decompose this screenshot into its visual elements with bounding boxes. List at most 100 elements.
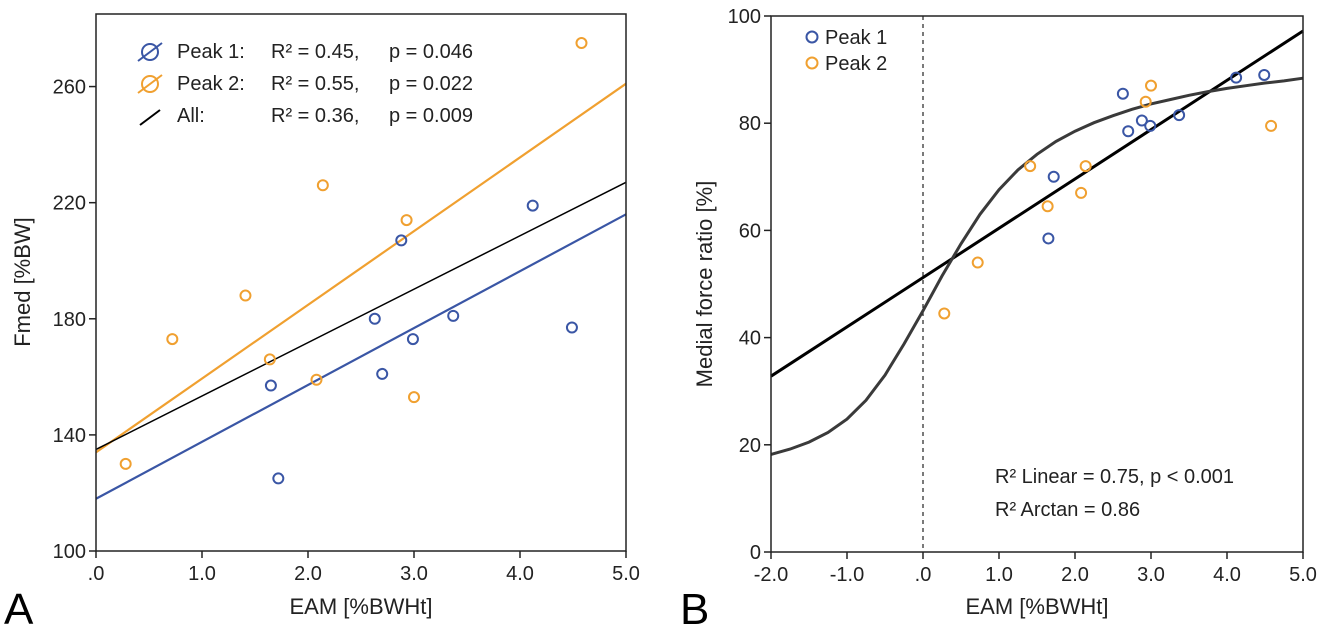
point-peak-2 bbox=[1139, 95, 1152, 108]
y-tick-label: 60 bbox=[739, 220, 761, 242]
point-peak-2 bbox=[408, 391, 420, 404]
point-peak-1 bbox=[1135, 114, 1148, 127]
point-peak-2 bbox=[1041, 200, 1054, 213]
x-tick-label: 2.0 bbox=[294, 563, 322, 585]
point-peak-1 bbox=[447, 309, 460, 322]
fit-line-peak-1 bbox=[95, 213, 627, 500]
y-tick-label: 0 bbox=[750, 542, 761, 564]
point-peak-1 bbox=[1122, 125, 1135, 138]
point-peak-2 bbox=[971, 256, 984, 269]
x-tick-label: 5.0 bbox=[1289, 564, 1317, 586]
legend-marker-peak1 bbox=[805, 30, 819, 44]
x-tick-label: -1.0 bbox=[830, 564, 864, 586]
point-peak-2 bbox=[316, 179, 329, 192]
point-peak-2 bbox=[166, 333, 179, 346]
fit-line-peak-2 bbox=[95, 82, 627, 454]
point-peak-2 bbox=[239, 289, 252, 302]
point-peak-2 bbox=[119, 457, 132, 470]
x-axis-label: EAM [%BWHt] bbox=[965, 594, 1108, 619]
legend-marker-circle bbox=[805, 56, 819, 70]
point-peak-1 bbox=[376, 367, 389, 380]
y-axis-label: Medial force ratio [%] bbox=[692, 181, 717, 388]
y-tick-label: 180 bbox=[53, 309, 86, 331]
panel-b: -2.0 -1.0 .0 1.0 2.0 3.0 4.0 5.0 0 20 40 60 80 100 E… bbox=[680, 6, 1317, 629]
x-tick-label: .0 bbox=[915, 564, 932, 586]
legend-name: Peak 1 bbox=[825, 27, 887, 49]
legend-r2: R² = 0.55, bbox=[271, 73, 359, 95]
plot-frame bbox=[95, 13, 627, 552]
x-axis-label: EAM [%BWHt] bbox=[289, 594, 432, 619]
legend-p: p = 0.022 bbox=[389, 73, 473, 95]
panel-label: B bbox=[680, 585, 709, 629]
point-peak-1 bbox=[264, 379, 277, 392]
y-tick-label: 80 bbox=[739, 113, 761, 135]
point-peak-1 bbox=[1047, 170, 1060, 183]
point-peak-2 bbox=[575, 37, 588, 50]
fit-line-linear bbox=[770, 29, 1304, 378]
point-peak-2 bbox=[400, 214, 413, 227]
y-tick-label: 100 bbox=[728, 6, 761, 28]
plot-frame bbox=[770, 15, 1304, 553]
legend-r2: R² = 0.45, bbox=[271, 41, 359, 63]
y-tick-label: 140 bbox=[53, 425, 86, 447]
x-tick-label: 3.0 bbox=[400, 563, 428, 585]
y-tick-label: 20 bbox=[739, 435, 761, 457]
annotation-linear-r2: R² Linear = 0.75, p < 0.001 bbox=[995, 466, 1234, 488]
x-axis-ticks: -2.0 -1.0 .0 1.0 2.0 3.0 4.0 5.0 bbox=[754, 552, 1317, 586]
point-peak-1 bbox=[1116, 87, 1129, 100]
legend: Peak 1 Peak 2 bbox=[805, 27, 887, 75]
point-peak-1 bbox=[526, 199, 539, 212]
legend-name: All: bbox=[177, 105, 205, 127]
fit-lines bbox=[770, 29, 1304, 456]
x-tick-label: 1.0 bbox=[188, 563, 216, 585]
y-tick-label: 260 bbox=[53, 77, 86, 99]
annotation-arctan-r2: R² Arctan = 0.86 bbox=[995, 499, 1140, 521]
legend-marker-line bbox=[137, 74, 163, 94]
point-peak-1 bbox=[406, 333, 419, 346]
fit-lines bbox=[95, 82, 627, 500]
point-peak-2 bbox=[1265, 119, 1278, 132]
point-peak-1 bbox=[368, 312, 381, 325]
scatter-points bbox=[119, 37, 588, 485]
scatter-points bbox=[938, 68, 1278, 320]
point-peak-1 bbox=[1230, 71, 1243, 84]
y-tick-label: 220 bbox=[53, 193, 86, 215]
y-axis-ticks: 0 20 40 60 80 100 bbox=[728, 6, 771, 564]
point-peak-2 bbox=[1079, 160, 1092, 173]
x-tick-label: 3.0 bbox=[1137, 564, 1165, 586]
legend-name: Peak 2 bbox=[825, 53, 887, 75]
point-peak-1 bbox=[1144, 119, 1157, 132]
legend-marker-circle bbox=[141, 75, 159, 93]
legend-marker-peak2 bbox=[137, 74, 163, 94]
legend-name: Peak 1: bbox=[177, 41, 245, 63]
x-tick-label: 5.0 bbox=[612, 563, 640, 585]
legend-marker-line bbox=[137, 42, 163, 62]
arctan-fit-curve bbox=[770, 76, 1304, 456]
y-axis-label: Fmed [%BW] bbox=[10, 217, 35, 347]
x-tick-label: -2.0 bbox=[754, 564, 788, 586]
legend-marker-all bbox=[139, 109, 161, 126]
point-peak-2 bbox=[1145, 79, 1157, 92]
point-peak-1 bbox=[1173, 109, 1186, 122]
legend-marker-circle bbox=[805, 30, 819, 44]
y-axis-ticks: 100 140 180 220 260 bbox=[53, 77, 96, 563]
legend-marker-peak1 bbox=[137, 42, 163, 62]
point-peak-1 bbox=[272, 472, 285, 485]
x-tick-label: 4.0 bbox=[506, 563, 534, 585]
x-axis-ticks: .0 1.0 2.0 3.0 4.0 5.0 bbox=[88, 551, 640, 585]
legend-marker-peak2 bbox=[805, 56, 819, 70]
legend: Peak 1: R² = 0.45, p = 0.046 Peak 2: R² … bbox=[137, 41, 473, 127]
point-peak-1 bbox=[1258, 68, 1271, 81]
point-peak-2 bbox=[310, 373, 323, 386]
panel-label: A bbox=[4, 585, 34, 629]
x-tick-label: 2.0 bbox=[1061, 564, 1089, 586]
point-peak-2 bbox=[1024, 160, 1037, 173]
x-tick-label: .0 bbox=[88, 563, 105, 585]
point-peak-1 bbox=[1042, 232, 1055, 245]
point-peak-1 bbox=[565, 321, 578, 334]
point-peak-1 bbox=[395, 234, 408, 247]
y-tick-label: 100 bbox=[53, 541, 86, 563]
panel-a: .0 1.0 2.0 3.0 4.0 5.0 100 140 180 220 260 EAM [%… bbox=[4, 13, 640, 629]
fit-line-all bbox=[95, 181, 627, 451]
